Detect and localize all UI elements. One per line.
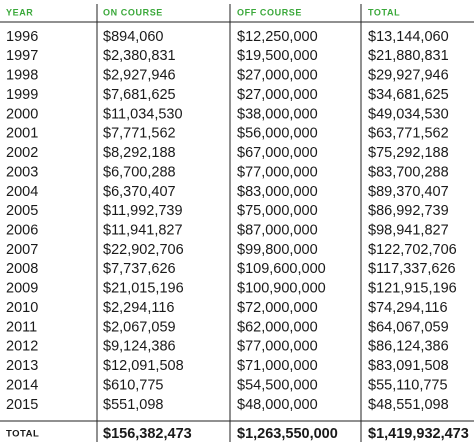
amount-cell: $21,015,196	[103, 281, 184, 297]
amount-cell: $21,880,831	[368, 48, 449, 64]
amount-cell: $67,000,000	[237, 145, 318, 161]
column-header: YEAR	[6, 7, 33, 17]
amount-cell: $29,927,946	[368, 68, 449, 84]
amount-cell: $8,292,188	[103, 145, 176, 161]
amount-cell: $6,700,288	[103, 164, 176, 180]
amount-cell: $86,124,386	[368, 339, 449, 355]
amount-cell: $19,500,000	[237, 48, 318, 64]
amount-cell: $13,144,060	[368, 29, 449, 45]
amount-cell: $22,902,706	[103, 242, 184, 258]
amount-cell: $11,992,739	[103, 203, 183, 219]
amount-cell: $6,370,407	[103, 184, 176, 200]
year-cell: 2006	[6, 223, 38, 239]
year-cell: 1998	[6, 68, 38, 84]
amount-cell: $83,700,288	[368, 164, 449, 180]
year-cell: 2014	[6, 377, 38, 393]
amount-cell: $2,067,059	[103, 319, 176, 335]
amount-cell: $122,702,706	[368, 242, 457, 258]
amount-cell: $2,294,116	[103, 300, 175, 316]
year-cell: 1996	[6, 29, 38, 45]
year-cell: 2013	[6, 358, 38, 374]
year-cell: 2001	[6, 126, 38, 142]
amount-cell: $7,771,562	[103, 126, 176, 142]
year-cell: 2008	[6, 261, 38, 277]
amount-cell: $56,000,000	[237, 126, 318, 142]
amount-cell: $98,941,827	[368, 223, 449, 239]
column-header: ON COURSE	[103, 7, 163, 17]
year-cell: 1999	[6, 87, 38, 103]
amount-cell: $121,915,196	[368, 281, 457, 297]
amount-cell: $54,500,000	[237, 377, 318, 393]
amount-cell: $64,067,059	[368, 319, 449, 335]
amount-cell: $27,000,000	[237, 68, 318, 84]
amount-cell: $2,380,831	[103, 48, 176, 64]
amount-cell: $11,941,827	[103, 223, 183, 239]
amount-cell: $27,000,000	[237, 87, 318, 103]
amount-cell: $71,000,000	[237, 358, 318, 374]
amount-cell: $551,098	[103, 397, 163, 413]
amount-cell: $83,000,000	[237, 184, 318, 200]
amount-cell: $34,681,625	[368, 87, 449, 103]
column-header: TOTAL	[368, 7, 400, 17]
amount-cell: $72,000,000	[237, 300, 318, 316]
amount-cell: $11,034,530	[103, 106, 183, 122]
amount-cell: $610,775	[103, 377, 163, 393]
year-cell: 2000	[6, 106, 38, 122]
amount-cell: $48,551,098	[368, 397, 449, 413]
amount-cell: $87,000,000	[237, 223, 318, 239]
year-cell: 2004	[6, 184, 38, 200]
amount-cell: $83,091,508	[368, 358, 449, 374]
amount-cell: $38,000,000	[237, 106, 318, 122]
year-cell: 2003	[6, 164, 38, 180]
amount-cell: $109,600,000	[237, 261, 326, 277]
year-cell: 2011	[6, 319, 37, 335]
amount-cell: $63,771,562	[368, 126, 449, 142]
year-cell: 1997	[6, 48, 38, 64]
amount-cell: $74,294,116	[368, 300, 448, 316]
amount-cell: $2,927,946	[103, 68, 176, 84]
total-cell: $1,419,932,473	[368, 426, 469, 442]
amount-cell: $77,000,000	[237, 339, 318, 355]
column-header: OFF COURSE	[237, 7, 302, 17]
year-cell: 2015	[6, 397, 38, 413]
amount-cell: $12,091,508	[103, 358, 184, 374]
amount-cell: $49,034,530	[368, 106, 449, 122]
amount-cell: $62,000,000	[237, 319, 318, 335]
amount-cell: $9,124,386	[103, 339, 176, 355]
amount-cell: $77,000,000	[237, 164, 318, 180]
amount-cell: $7,681,625	[103, 87, 176, 103]
year-cell: 2009	[6, 281, 38, 297]
amount-cell: $55,110,775	[368, 377, 448, 393]
amount-cell: $86,992,739	[368, 203, 449, 219]
year-cell: 2012	[6, 339, 38, 355]
total-cell: $1,263,550,000	[237, 426, 338, 442]
amount-cell: $75,292,188	[368, 145, 449, 161]
amount-cell: $75,000,000	[237, 203, 318, 219]
amount-cell: $894,060	[103, 29, 163, 45]
amount-cell: $100,900,000	[237, 281, 326, 297]
amount-cell: $117,337,626	[368, 261, 456, 277]
year-cell: 2007	[6, 242, 38, 258]
amount-cell: $12,250,000	[237, 29, 318, 45]
amount-cell: $99,800,000	[237, 242, 318, 258]
total-label: TOTAL	[6, 429, 39, 440]
amount-cell: $7,737,626	[103, 261, 176, 277]
year-cell: 2002	[6, 145, 38, 161]
year-cell: 2005	[6, 203, 38, 219]
total-cell: $156,382,473	[103, 426, 192, 442]
year-cell: 2010	[6, 300, 38, 316]
amount-cell: $48,000,000	[237, 397, 318, 413]
amount-cell: $89,370,407	[368, 184, 449, 200]
